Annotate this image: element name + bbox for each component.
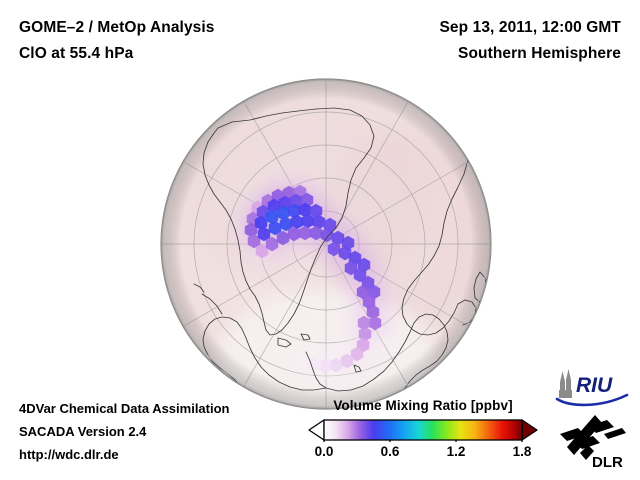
colorbar-tick-row: 0.0 0.6 1.2 1.8 [307, 442, 539, 462]
colorbar-tick-label: 1.2 [446, 444, 466, 459]
globe-inner-ring [163, 81, 489, 407]
footer-line-method: 4DVar Chemical Data Assimilation [19, 401, 230, 416]
riu-logo-icon: RIU [555, 369, 629, 407]
cathedral-spires-icon [559, 369, 572, 398]
riu-swoosh-icon [555, 393, 629, 407]
page-title-line2: ClO at 55.4 hPa [19, 45, 134, 62]
timestamp-label: Sep 13, 2011, 12:00 GMT [439, 19, 621, 36]
page-title-line1: GOME–2 / MetOp Analysis [19, 19, 215, 36]
colorbar-low-cap [308, 419, 325, 441]
colorbar-tick-label: 0.0 [314, 444, 334, 459]
limb-shading [161, 79, 491, 409]
footer-line-url[interactable]: http://wdc.dlr.de [19, 447, 119, 462]
colorbar-ramp [323, 419, 523, 441]
colorbar: Volume Mixing Ratio [ppbv] 0.0 0.6 1.2 1.8 [307, 398, 539, 462]
dlr-wordmark: DLR [592, 454, 623, 471]
globe-map [158, 76, 494, 412]
colorbar-bar [307, 418, 539, 442]
region-label: Southern Hemisphere [458, 45, 621, 62]
colorbar-title: Volume Mixing Ratio [ppbv] [333, 398, 513, 413]
colorbar-gradient-svg [308, 419, 538, 442]
dlr-logo-icon: DLR [560, 415, 626, 471]
colorbar-tick-label: 1.8 [512, 444, 532, 459]
orthographic-projection-svg [160, 78, 492, 410]
footer-line-version: SACADA Version 2.4 [19, 424, 147, 439]
colorbar-high-cap [521, 419, 538, 441]
colorbar-tick-label: 0.6 [380, 444, 400, 459]
riu-wordmark: RIU [576, 374, 613, 397]
globe-outline [160, 78, 492, 410]
dlr-bird-mark-icon [560, 415, 626, 460]
logo-group: RIU DLR [548, 368, 636, 474]
